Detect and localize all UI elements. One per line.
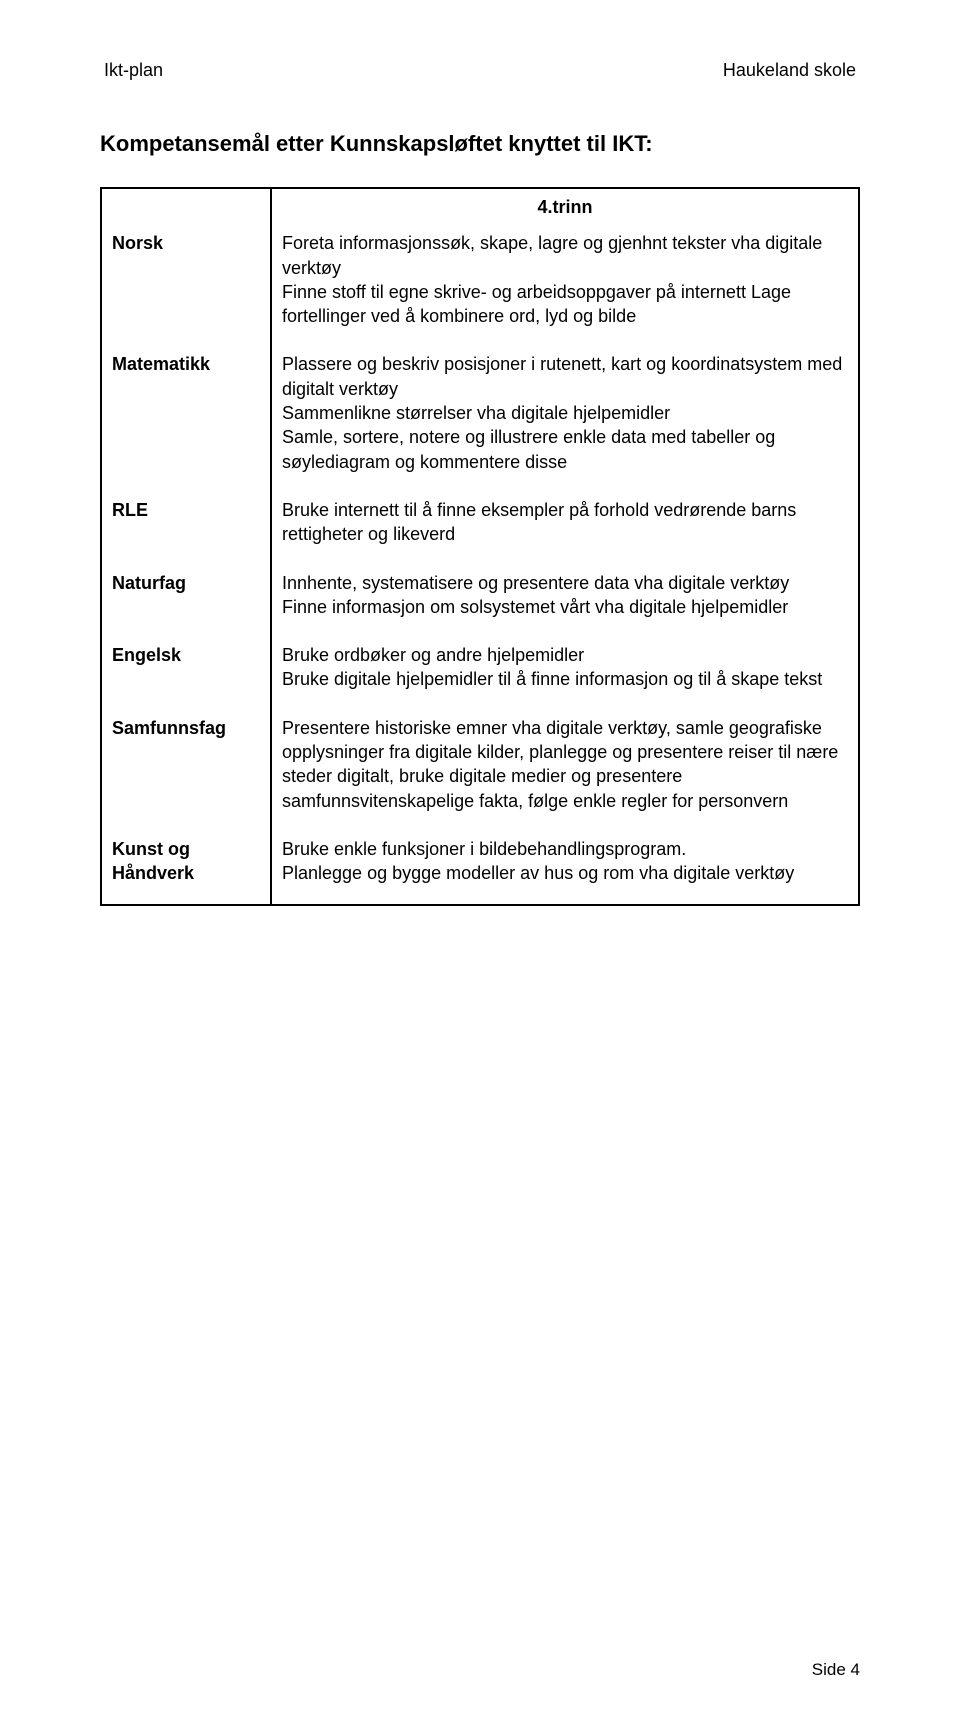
table-row: Kunst og Håndverk Bruke enkle funksjoner… — [101, 831, 859, 905]
table-row: RLE Bruke internett til å finne eksemple… — [101, 492, 859, 565]
subject-label: Norsk — [101, 225, 271, 346]
section-title: Kompetansemål etter Kunnskapsløftet knyt… — [100, 131, 860, 157]
subject-label: Kunst og Håndverk — [101, 831, 271, 905]
header-right: Haukeland skole — [723, 60, 856, 81]
subject-label: RLE — [101, 492, 271, 565]
competence-table: 4.trinn Norsk Foreta informasjonssøk, sk… — [100, 187, 860, 906]
table-row: Engelsk Bruke ordbøker og andre hjelpemi… — [101, 637, 859, 710]
subject-label: Matematikk — [101, 346, 271, 491]
page-footer: Side 4 — [812, 1660, 860, 1680]
table-row: Matematikk Plassere og beskriv posisjone… — [101, 346, 859, 491]
subject-label: Naturfag — [101, 565, 271, 638]
trinn-label: 4.trinn — [271, 188, 859, 225]
subject-content: Presentere historiske emner vha digitale… — [271, 710, 859, 831]
subject-content: Bruke internett til å finne eksempler på… — [271, 492, 859, 565]
table-row: Samfunnsfag Presentere historiske emner … — [101, 710, 859, 831]
label-cell-empty — [101, 188, 271, 225]
table-row-trinn: 4.trinn — [101, 188, 859, 225]
subject-content: Bruke ordbøker og andre hjelpemidlerBruk… — [271, 637, 859, 710]
subject-content: Bruke enkle funksjoner i bildebehandling… — [271, 831, 859, 905]
subject-content: Innhente, systematisere og presentere da… — [271, 565, 859, 638]
subject-label: Samfunnsfag — [101, 710, 271, 831]
table-row: Naturfag Innhente, systematisere og pres… — [101, 565, 859, 638]
table-row: Norsk Foreta informasjonssøk, skape, lag… — [101, 225, 859, 346]
page-header: Ikt-plan Haukeland skole — [100, 60, 860, 81]
header-left: Ikt-plan — [104, 60, 163, 81]
subject-label: Engelsk — [101, 637, 271, 710]
subject-content: Plassere og beskriv posisjoner i rutenet… — [271, 346, 859, 491]
subject-content: Foreta informasjonssøk, skape, lagre og … — [271, 225, 859, 346]
